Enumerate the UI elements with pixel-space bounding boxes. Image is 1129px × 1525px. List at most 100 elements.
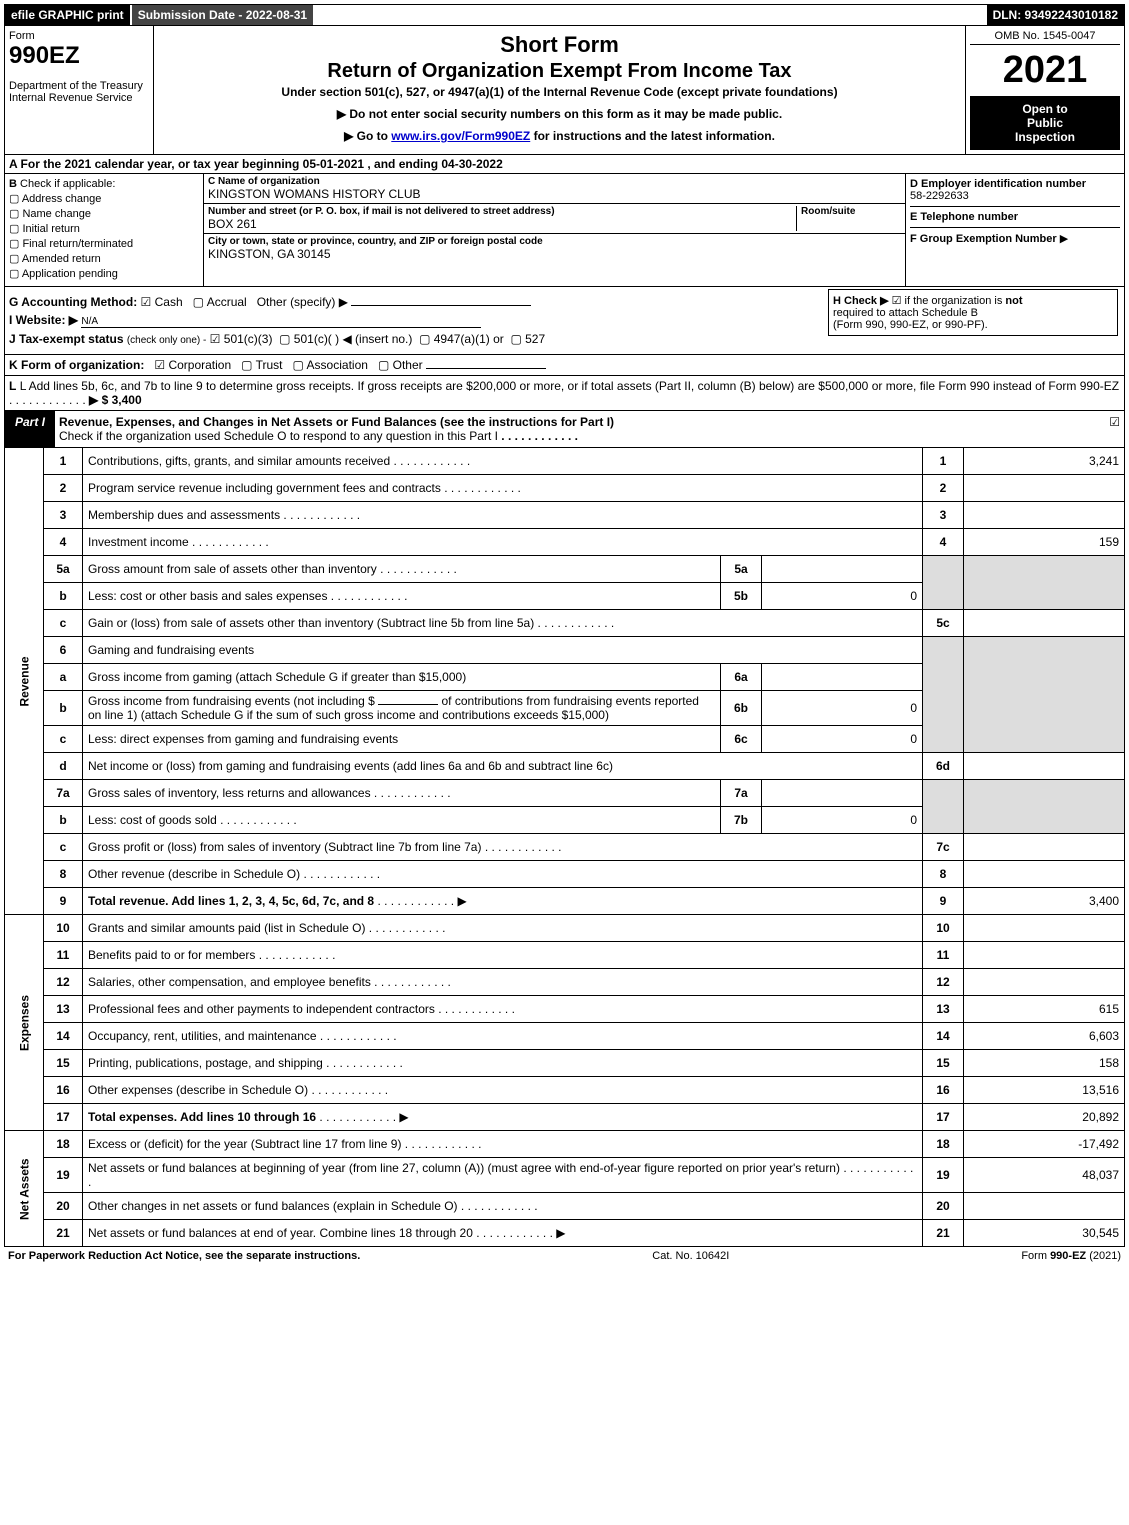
g-other-input[interactable] <box>351 305 531 306</box>
l14-desc: Occupancy, rent, utilities, and maintena… <box>88 1029 317 1043</box>
g-accrual-check[interactable] <box>193 295 207 309</box>
l8-amount <box>964 861 1125 888</box>
box-b-hint: Check if applicable: <box>20 178 115 190</box>
l6a-subval <box>762 664 923 691</box>
l-amount: ▶ $ 3,400 <box>89 393 142 407</box>
k-other-check[interactable] <box>378 358 393 372</box>
line-2: 2 Program service revenue including gove… <box>5 475 1125 502</box>
l2-num: 2 <box>44 475 83 502</box>
l7a-num: 7a <box>44 780 83 807</box>
footer-right-suffix: (2021) <box>1086 1250 1121 1262</box>
k-assoc-check[interactable] <box>293 358 307 372</box>
box-b-label: B <box>9 178 17 190</box>
l6b-blank[interactable] <box>378 704 438 705</box>
chk-application-pending[interactable]: Application pending <box>9 267 199 280</box>
org-name-label: C Name of organization <box>208 176 901 187</box>
chk-name-change[interactable]: Name change <box>9 207 199 220</box>
line-8: 8 Other revenue (describe in Schedule O)… <box>5 861 1125 888</box>
l7a-sub: 7a <box>721 780 762 807</box>
l7c-amount <box>964 834 1125 861</box>
j-4947-check[interactable] <box>419 332 434 346</box>
line-3: 3 Membership dues and assessments 3 <box>5 502 1125 529</box>
h-checkbox[interactable] <box>892 295 905 307</box>
l5ab-amountbox <box>964 556 1125 610</box>
row-l: L L Add lines 5b, 6c, and 7b to line 9 t… <box>4 376 1125 411</box>
lines-table: Revenue 1 Contributions, gifts, grants, … <box>4 448 1125 1247</box>
k-other: Other <box>393 358 423 372</box>
l6abc-amountbox <box>964 637 1125 753</box>
g-cash-check[interactable] <box>141 295 155 309</box>
k-corp: Corporation <box>168 358 231 372</box>
g-accrual: Accrual <box>207 295 247 309</box>
l20-amount <box>964 1193 1125 1220</box>
instr-goto-prefix: Go to <box>357 129 392 143</box>
form-header: Form 990EZ Department of the Treasury In… <box>4 26 1125 155</box>
l1-num: 1 <box>44 448 83 475</box>
line-21: 21 Net assets or fund balances at end of… <box>5 1220 1125 1247</box>
l7b-num: b <box>44 807 83 834</box>
group-exempt-arrow: ▶ <box>1060 233 1068 245</box>
street-value: BOX 261 <box>208 217 257 231</box>
l4-desc: Investment income <box>88 535 189 549</box>
title-short-form: Short Form <box>158 32 961 58</box>
l14-code: 14 <box>923 1023 964 1050</box>
chk-final-return[interactable]: Final return/terminated <box>9 237 199 250</box>
l6b-sub: 6b <box>721 691 762 726</box>
l19-amount: 48,037 <box>964 1158 1125 1193</box>
l6c-desc: Less: direct expenses from gaming and fu… <box>83 726 721 753</box>
k-corp-check[interactable] <box>154 358 168 372</box>
l7c-desc: Gross profit or (loss) from sales of inv… <box>88 840 481 854</box>
part1-title-text: Revenue, Expenses, and Changes in Net As… <box>59 415 614 429</box>
l6d-code: 6d <box>923 753 964 780</box>
k-other-input[interactable] <box>426 368 546 369</box>
l10-num: 10 <box>44 915 83 942</box>
l20-num: 20 <box>44 1193 83 1220</box>
part1-tab: Part I <box>5 411 55 447</box>
chk-address-change[interactable]: Address change <box>9 192 199 205</box>
j-4947: 4947(a)(1) or <box>434 332 504 346</box>
h-label: H Check ▶ <box>833 295 889 307</box>
section-bcdef: B Check if applicable: Address change Na… <box>4 174 1125 287</box>
l6c-sub: 6c <box>721 726 762 753</box>
l9-code: 9 <box>923 888 964 915</box>
line-16: 16 Other expenses (describe in Schedule … <box>5 1077 1125 1104</box>
l6b-desc: Gross income from fundraising events (no… <box>83 691 721 726</box>
part1-check[interactable] <box>1105 411 1124 447</box>
line-19: 19 Net assets or fund balances at beginn… <box>5 1158 1125 1193</box>
l19-num: 19 <box>44 1158 83 1193</box>
instr-goto: ▶ Go to www.irs.gov/Form990EZ for instru… <box>158 129 961 143</box>
group-exempt-label: F Group Exemption Number <box>910 233 1057 245</box>
l7b-sub: 7b <box>721 807 762 834</box>
j-label: J Tax-exempt status <box>9 332 124 346</box>
header-center: Short Form Return of Organization Exempt… <box>154 26 966 154</box>
h-text2: if the organization is <box>905 295 1006 307</box>
l13-num: 13 <box>44 996 83 1023</box>
l5a-sub: 5a <box>721 556 762 583</box>
l5c-desc: Gain or (loss) from sale of assets other… <box>88 616 534 630</box>
l20-desc: Other changes in net assets or fund bala… <box>88 1199 458 1213</box>
box-h: H Check ▶ if the organization is not req… <box>828 289 1118 336</box>
l16-num: 16 <box>44 1077 83 1104</box>
l5a-desc: Gross amount from sale of assets other t… <box>88 562 377 576</box>
l2-desc: Program service revenue including govern… <box>88 481 441 495</box>
j-527-check[interactable] <box>510 332 525 346</box>
l16-desc: Other expenses (describe in Schedule O) <box>88 1083 308 1097</box>
l5ab-codebox <box>923 556 964 610</box>
l13-code: 13 <box>923 996 964 1023</box>
k-trust-check[interactable] <box>241 358 255 372</box>
chk-amended-return[interactable]: Amended return <box>9 252 199 265</box>
l11-num: 11 <box>44 942 83 969</box>
l18-desc: Excess or (deficit) for the year (Subtra… <box>88 1137 401 1151</box>
header-left: Form 990EZ Department of the Treasury In… <box>5 26 154 154</box>
j-501c3-check[interactable] <box>210 332 224 346</box>
footer-right-prefix: Form <box>1021 1250 1050 1262</box>
l4-amount: 159 <box>964 529 1125 556</box>
l21-desc: Net assets or fund balances at end of ye… <box>88 1226 473 1240</box>
l21-amount: 30,545 <box>964 1220 1125 1247</box>
l10-desc: Grants and similar amounts paid (list in… <box>88 921 365 935</box>
ein-value: 58-2292633 <box>910 190 1120 202</box>
irs-link[interactable]: www.irs.gov/Form990EZ <box>391 129 530 143</box>
j-501c-check[interactable] <box>279 332 294 346</box>
line-20: 20 Other changes in net assets or fund b… <box>5 1193 1125 1220</box>
chk-initial-return[interactable]: Initial return <box>9 222 199 235</box>
